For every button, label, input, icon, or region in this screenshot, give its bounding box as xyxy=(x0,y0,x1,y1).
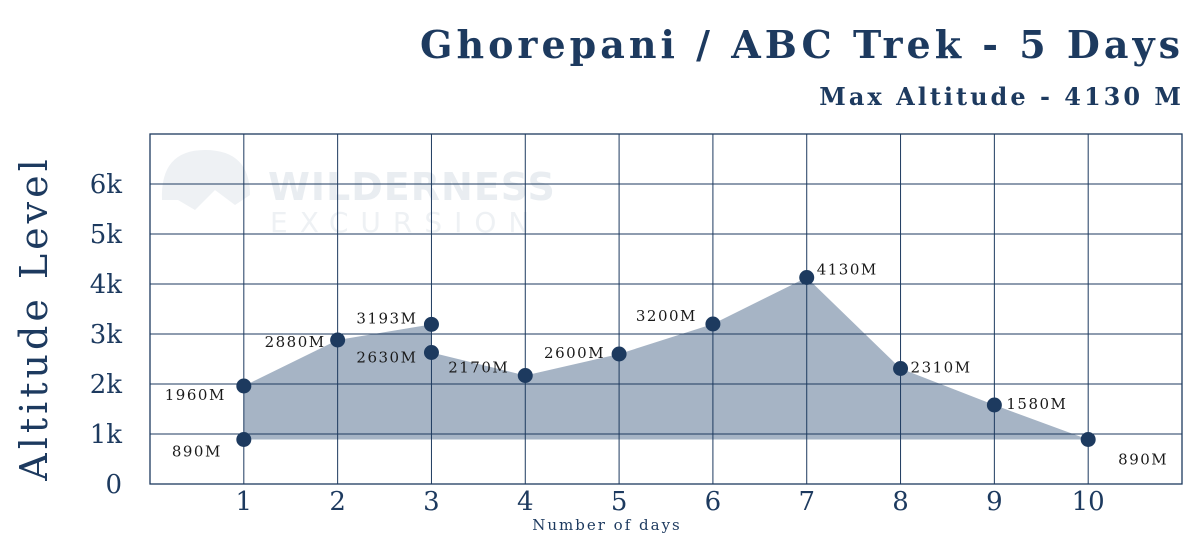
x-tick-label: 4 xyxy=(517,487,534,517)
altitude-area xyxy=(243,277,1089,440)
data-point xyxy=(986,397,1002,413)
plot-frame xyxy=(149,133,1183,485)
y-tick-label: 5k xyxy=(90,220,123,250)
data-point xyxy=(893,361,909,376)
mountain-icon xyxy=(161,150,250,210)
x-tick-label: 3 xyxy=(423,487,440,517)
data-label: 2630M xyxy=(356,349,417,367)
data-label: 2880M xyxy=(265,333,326,351)
watermark-logo: WILDERNESS EXCURSION xyxy=(161,150,556,239)
data-point xyxy=(799,270,815,285)
data-point xyxy=(236,378,252,394)
y-tick-label: 6k xyxy=(90,170,123,200)
data-point xyxy=(517,368,533,383)
data-point xyxy=(236,432,252,447)
data-point xyxy=(423,316,439,332)
y-tick-label: 0 xyxy=(105,470,122,500)
data-point xyxy=(1080,432,1096,447)
data-label: 3200M xyxy=(636,307,697,325)
data-label: 1580M xyxy=(1006,395,1067,413)
data-point xyxy=(423,345,439,360)
data-point xyxy=(330,332,346,348)
y-tick-label: 1k xyxy=(90,420,123,450)
chart-title: Ghorepani / ABC Trek - 5 Days xyxy=(420,22,1184,67)
x-tick-label: 6 xyxy=(705,487,722,517)
data-point xyxy=(611,346,627,362)
x-tick-label: 9 xyxy=(986,487,1003,517)
data-label: 890M xyxy=(1118,451,1168,469)
x-tick-label: 8 xyxy=(892,487,909,517)
data-label: 2600M xyxy=(544,344,605,362)
y-tick-label: 2k xyxy=(90,370,123,400)
data-label: 1960M xyxy=(165,386,226,404)
x-tick-label: 5 xyxy=(611,487,628,517)
x-tick-label: 1 xyxy=(236,487,253,517)
y-tick-label: 3k xyxy=(90,320,123,350)
y-tick-label: 4k xyxy=(90,270,123,300)
data-label: 3193M xyxy=(356,309,417,327)
x-tick-label: 10 xyxy=(1072,487,1105,517)
chart-subtitle: Max Altitude - 4130 M xyxy=(819,82,1184,111)
data-label: 2170M xyxy=(448,359,509,377)
data-point xyxy=(705,316,721,332)
data-label: 4130M xyxy=(817,261,878,279)
x-tick-label: 2 xyxy=(329,487,346,517)
x-axis-label: Number of days xyxy=(532,516,682,534)
watermark-text: WILDERNESS xyxy=(268,165,556,209)
x-tick-label: 7 xyxy=(798,487,815,517)
data-label: 2310M xyxy=(911,359,972,377)
data-label: 890M xyxy=(172,443,222,461)
